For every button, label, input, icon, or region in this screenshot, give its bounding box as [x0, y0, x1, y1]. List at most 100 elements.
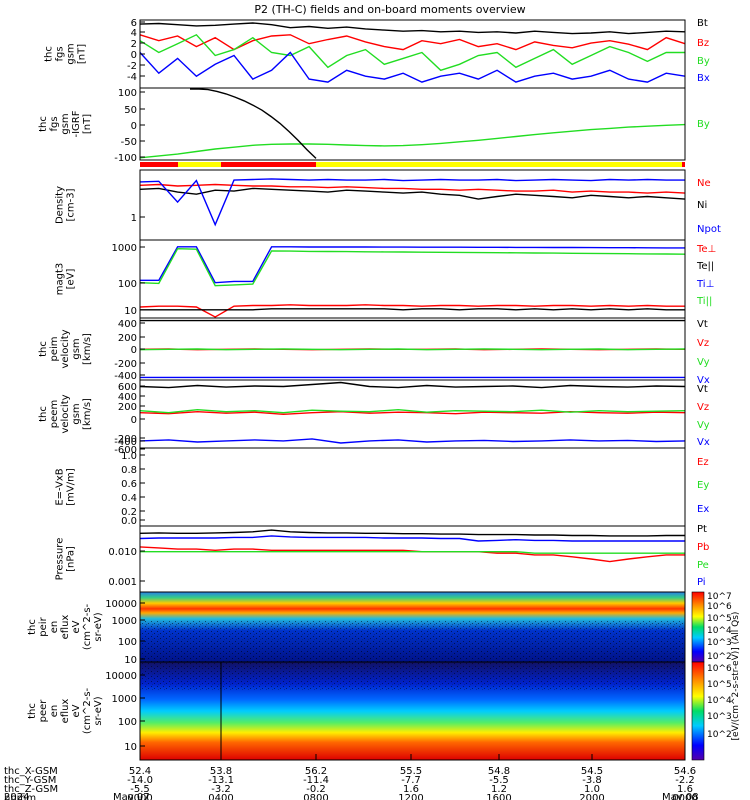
- y-axis-label: thc: [44, 46, 55, 62]
- legend-Ez: Ez: [697, 457, 709, 468]
- y-axis-label: velocity: [60, 329, 71, 368]
- y-tick-label: -200: [114, 359, 137, 370]
- y-axis-label: peim: [49, 336, 60, 361]
- series-line-Bz: [139, 34, 686, 51]
- y-axis-label: sr-eV): [93, 696, 104, 725]
- colorbar-tick-label: 10^2: [707, 652, 732, 662]
- y-axis-label: velocity: [60, 394, 71, 433]
- y-axis-label: magt3: [55, 263, 66, 296]
- y-tick-label: -400: [114, 371, 137, 382]
- y-tick-label: 0.6: [121, 479, 137, 490]
- series-line-Te⊥: [139, 304, 685, 318]
- panel-frame-efield: [139, 447, 686, 527]
- y-axis-label: eflux: [60, 615, 71, 640]
- y-tick-label: 10000: [105, 599, 137, 610]
- y-axis-label: [eV]: [66, 269, 77, 290]
- quality-bar-yellow-1: [178, 162, 221, 167]
- y-axis-label: [nT]: [77, 44, 88, 64]
- legend-Npot: Npot: [697, 224, 721, 235]
- legend-Vy: Vy: [697, 420, 710, 431]
- electron-spectrogram-speckle: [140, 662, 685, 690]
- y-tick-label: 0.010: [108, 547, 137, 558]
- series-line-Vt: [139, 381, 686, 389]
- legend-Pi: Pi: [697, 577, 706, 588]
- legend-Pe: Pe: [697, 560, 709, 571]
- x-tick-label: 0400: [208, 793, 233, 800]
- colorbar-tick-label: 10^6: [707, 664, 732, 674]
- x-tick-label: -5.5: [489, 775, 509, 786]
- y-tick-label: -200: [114, 434, 137, 445]
- y-axis-label: thc: [27, 703, 38, 719]
- x-tick-label: 2000: [579, 793, 604, 800]
- colorbar-tick-label: 10^5: [707, 614, 732, 624]
- y-tick-label: 100: [118, 88, 137, 99]
- y-tick-label: 50: [124, 105, 137, 116]
- series-line-Pb: [139, 546, 685, 563]
- xaxis-end-date: May 08: [662, 792, 699, 800]
- y-tick-label: 1000: [112, 243, 137, 254]
- legend-Bz: Bz: [697, 38, 709, 49]
- y-axis-label: sr-eV): [93, 612, 104, 641]
- series-line-dipole: [190, 88, 317, 159]
- y-axis-label: Density: [55, 186, 66, 224]
- colorbar-tick-label: 10^3: [707, 712, 732, 722]
- series-line-Npot: [139, 178, 685, 227]
- y-tick-label: 0.2: [121, 507, 137, 518]
- y-axis-label: eV: [71, 620, 82, 633]
- y-tick-label: 400: [118, 319, 137, 330]
- y-tick-label: 0.0: [121, 516, 137, 527]
- y-tick-label: 0.4: [121, 493, 137, 504]
- series-line-By: [139, 123, 686, 159]
- legend-By: By: [697, 119, 710, 130]
- quality-bar-red-3: [682, 162, 685, 167]
- y-axis-label: (cm^2-s-: [82, 603, 93, 650]
- y-axis-label: gsm: [71, 403, 82, 424]
- series-line-By: [139, 33, 685, 72]
- y-axis-label: eflux: [60, 699, 71, 724]
- x-tick-label: -14.0: [127, 775, 153, 786]
- series-line-Vx: [139, 438, 686, 444]
- y-axis-label: peir: [38, 616, 49, 636]
- y-tick-label: 0: [131, 50, 137, 61]
- series-line-Te||: [140, 308, 685, 311]
- y-axis-label: Pressure: [55, 538, 66, 581]
- y-tick-label: 6: [131, 18, 137, 29]
- series-line-Vz: [139, 410, 686, 416]
- chart-title: P2 (TH-C) fields and on-board moments ov…: [254, 3, 525, 16]
- y-axis-label: gsm: [60, 113, 71, 134]
- x-tick-label: -11.4: [303, 775, 329, 786]
- x-tick-label: 1600: [486, 793, 511, 800]
- x-tick-label: 0000: [127, 793, 152, 800]
- y-axis-label: eV: [71, 704, 82, 717]
- ion-spectrogram-speckle: [140, 620, 685, 662]
- y-axis-label: peer: [38, 699, 49, 723]
- y-tick-label: 100: [118, 279, 137, 290]
- y-tick-label: -400: [114, 437, 137, 448]
- y-tick-label: 600: [118, 382, 137, 393]
- x-tick-label: 1.6: [403, 784, 419, 795]
- legend-Bt: Bt: [697, 18, 708, 29]
- series-layer: [139, 22, 686, 563]
- y-tick-label: 1: [131, 213, 137, 224]
- y-axis-label: thc: [27, 619, 38, 635]
- series-line-Ti⊥: [140, 246, 685, 284]
- y-tick-label: 10: [124, 306, 137, 317]
- y-tick-label: 1000: [112, 616, 137, 627]
- xaxis-start-date: May 07: [113, 792, 150, 800]
- colorbar-tick-label: 10^3: [707, 638, 732, 648]
- y-tick-label: 0: [131, 121, 137, 132]
- legend-Vz: Vz: [697, 402, 709, 413]
- y-axis-label: [nT]: [82, 114, 93, 134]
- series-line-Ni: [139, 187, 686, 200]
- x-tick-label: 1.0: [584, 784, 600, 795]
- legend-Ex: Ex: [697, 504, 709, 515]
- colorbar-tick-label: 10^2: [707, 730, 732, 740]
- legend-Vt: Vt: [697, 319, 708, 330]
- panel-frame-electron-spectrogram: [139, 661, 686, 761]
- quality-bar-red-2: [221, 162, 316, 167]
- legend-Ne: Ne: [697, 178, 711, 189]
- x-tick-label: -3.2: [211, 784, 231, 795]
- y-axis-label: peem: [49, 400, 60, 428]
- legend-Pb: Pb: [697, 542, 709, 553]
